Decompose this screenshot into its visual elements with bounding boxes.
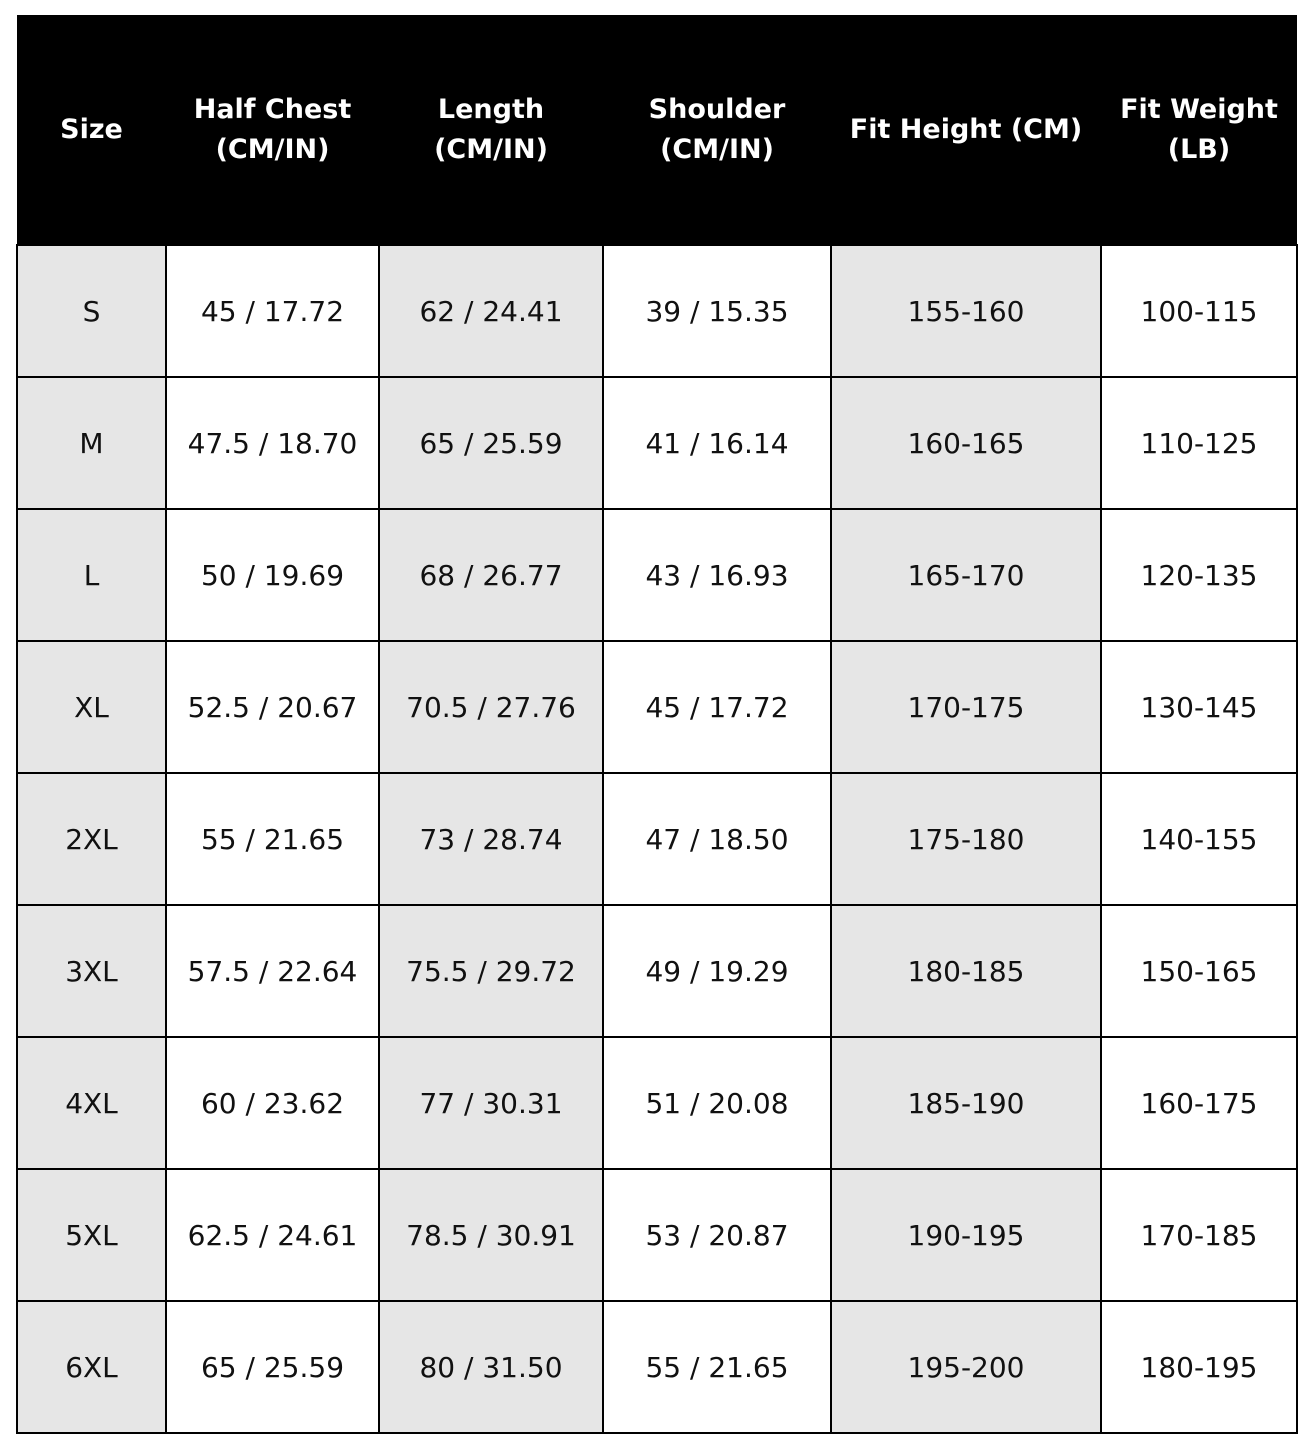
- table-cell: 52.5 / 20.67: [165, 640, 380, 774]
- table-row: 2XL 55 / 21.65 73 / 28.74 47 / 18.50 175-180…: [16, 772, 1298, 906]
- table-cell: 140-155: [1100, 772, 1298, 906]
- header-cell: Length (CM/IN): [379, 15, 603, 245]
- table-cell: 65 / 25.59: [165, 1300, 380, 1434]
- table-cell: 55 / 21.65: [165, 772, 380, 906]
- table-cell: 2XL: [16, 772, 167, 906]
- header-text: Shoulder: [648, 93, 786, 125]
- table-row: 4XL 60 / 23.62 77 / 30.31 51 / 20.08 185-190…: [16, 1036, 1298, 1170]
- table-row: 3XL 57.5 / 22.64 75.5 / 29.72 49 / 19.29 180…: [16, 904, 1298, 1038]
- table-cell: 160-165: [830, 376, 1102, 510]
- table-cell: 47 / 18.50: [602, 772, 832, 906]
- table-cell: 110-125: [1100, 376, 1298, 510]
- table-cell: 75.5 / 29.72: [378, 904, 604, 1038]
- table-cell: 51 / 20.08: [602, 1036, 832, 1170]
- table-cell: 70.5 / 27.76: [378, 640, 604, 774]
- header-text: Half Chest: [193, 93, 352, 125]
- table-cell: 165-170: [830, 508, 1102, 642]
- header-text: (CM/IN): [434, 133, 548, 165]
- table-cell: 45 / 17.72: [165, 244, 380, 378]
- table-cell: 195-200: [830, 1300, 1102, 1434]
- header-cell: Size: [17, 15, 166, 245]
- table-cell: 57.5 / 22.64: [165, 904, 380, 1038]
- table-cell: 3XL: [16, 904, 167, 1038]
- table-cell: 5XL: [16, 1168, 167, 1302]
- table-cell: 53 / 20.87: [602, 1168, 832, 1302]
- table-cell: 78.5 / 30.91: [378, 1168, 604, 1302]
- table-cell: 47.5 / 18.70: [165, 376, 380, 510]
- table-cell: 49 / 19.29: [602, 904, 832, 1038]
- table-cell: 170-175: [830, 640, 1102, 774]
- table-cell: 65 / 25.59: [378, 376, 604, 510]
- table-row: M 47.5 / 18.70 65 / 25.59 41 / 16.14 160-165…: [16, 376, 1298, 510]
- table-row: 6XL 65 / 25.59 80 / 31.50 55 / 21.65 195-200…: [16, 1300, 1298, 1434]
- table-cell: 39 / 15.35: [602, 244, 832, 378]
- table-cell: 55 / 21.65: [602, 1300, 832, 1434]
- table-row: 5XL 62.5 / 24.61 78.5 / 30.91 53 / 20.87 190…: [16, 1168, 1298, 1302]
- table-cell: 160-175: [1100, 1036, 1298, 1170]
- table-cell: 45 / 17.72: [602, 640, 832, 774]
- table-cell: S: [16, 244, 167, 378]
- header-text: Fit Height (CM): [849, 113, 1083, 145]
- table-cell: 150-165: [1100, 904, 1298, 1038]
- table-row: S 45 / 17.72 62 / 24.41 39 / 15.35 155-160 10…: [16, 244, 1298, 378]
- table-cell: 68 / 26.77: [378, 508, 604, 642]
- header-row: Size Half Chest (CM/IN) Length (CM/IN) Should…: [17, 15, 1297, 245]
- table-row: L 50 / 19.69 68 / 26.77 43 / 16.93 165-170 12…: [16, 508, 1298, 642]
- table-cell: 180-195: [1100, 1300, 1298, 1434]
- table-cell: 60 / 23.62: [165, 1036, 380, 1170]
- size-table: Size Half Chest (CM/IN) Length (CM/IN) Should…: [16, 15, 1298, 1434]
- header-text: (LB): [1167, 133, 1231, 165]
- table-cell: 73 / 28.74: [378, 772, 604, 906]
- header-cell: Shoulder (CM/IN): [603, 15, 831, 245]
- table-cell: 62 / 24.41: [378, 244, 604, 378]
- header-cell: Fit Weight (LB): [1101, 15, 1297, 245]
- table-cell: 6XL: [16, 1300, 167, 1434]
- header-cell: Half Chest (CM/IN): [166, 15, 379, 245]
- table-body: S 45 / 17.72 62 / 24.41 39 / 15.35 155-160 10…: [16, 244, 1298, 1434]
- table-cell: L: [16, 508, 167, 642]
- table-cell: 62.5 / 24.61: [165, 1168, 380, 1302]
- header-cell: Fit Height (CM): [831, 15, 1101, 245]
- header-text: (CM/IN): [215, 133, 330, 165]
- header-text: Fit Weight: [1120, 93, 1278, 125]
- table-cell: 190-195: [830, 1168, 1102, 1302]
- table-cell: 50 / 19.69: [165, 508, 380, 642]
- header-text: Length: [437, 93, 545, 125]
- table-cell: XL: [16, 640, 167, 774]
- table-cell: 41 / 16.14: [602, 376, 832, 510]
- table-cell: 130-145: [1100, 640, 1298, 774]
- table-cell: 155-160: [830, 244, 1102, 378]
- table-cell: M: [16, 376, 167, 510]
- table-cell: 100-115: [1100, 244, 1298, 378]
- table-cell: 180-185: [830, 904, 1102, 1038]
- table-cell: 120-135: [1100, 508, 1298, 642]
- table-cell: 170-185: [1100, 1168, 1298, 1302]
- header-text: (CM/IN): [660, 133, 774, 165]
- table-cell: 43 / 16.93: [602, 508, 832, 642]
- table-cell: 77 / 30.31: [378, 1036, 604, 1170]
- table-cell: 185-190: [830, 1036, 1102, 1170]
- header-text: Size: [60, 113, 123, 145]
- table-row: XL 52.5 / 20.67 70.5 / 27.76 45 / 17.72 170-…: [16, 640, 1298, 774]
- table-cell: 175-180: [830, 772, 1102, 906]
- table-cell: 4XL: [16, 1036, 167, 1170]
- table-cell: 80 / 31.50: [378, 1300, 604, 1434]
